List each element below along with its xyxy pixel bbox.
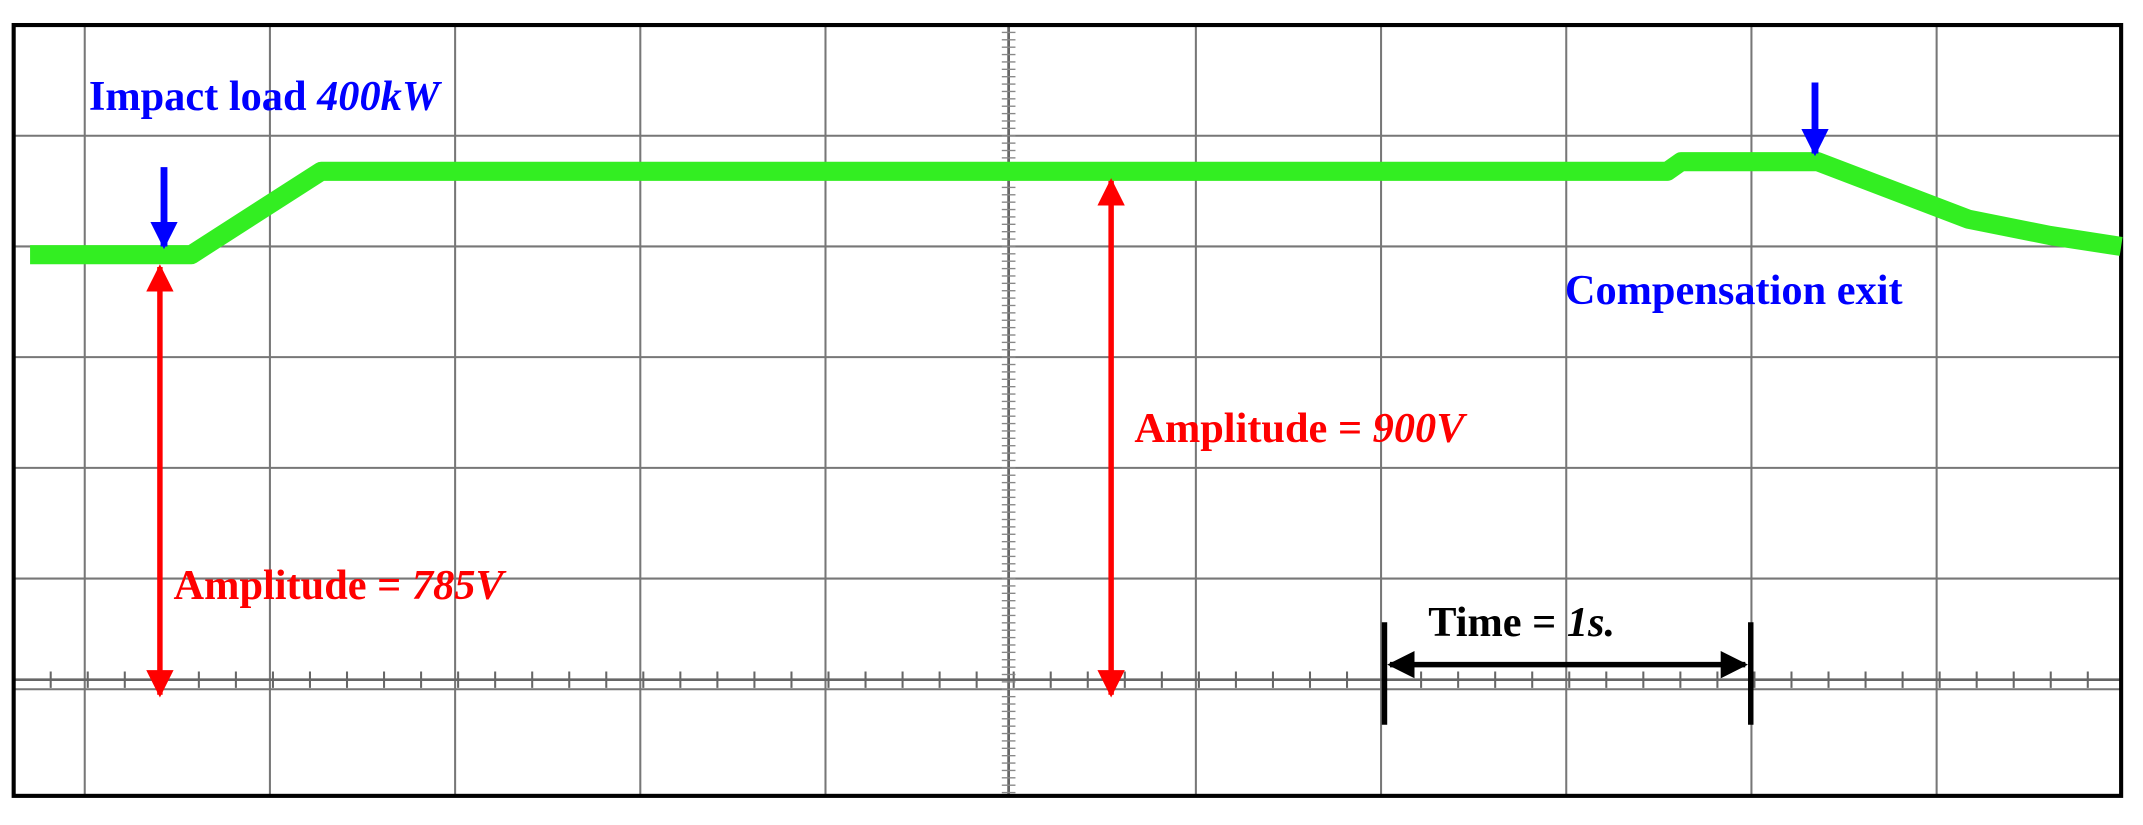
trace (30, 152, 2123, 265)
grid (12, 24, 2122, 796)
annotation: Amplitude = 900V (1134, 405, 1468, 452)
annotation: Amplitude = 785V (174, 562, 508, 609)
label: Amplitude = (1134, 405, 1362, 452)
label: Amplitude = (174, 562, 402, 609)
value: 785V (412, 562, 508, 609)
value: 1s. (1567, 599, 1615, 646)
label: Time = (1428, 599, 1556, 646)
frame (11, 22, 2124, 798)
annotation: Impact load 400kW (89, 73, 443, 120)
value: 900V (1373, 405, 1469, 452)
value: 400kW (316, 73, 443, 120)
label: Impact load (89, 73, 307, 120)
annotation: Compensation exit (1565, 267, 1903, 314)
annotation: Time = 1s. (1428, 599, 1615, 646)
